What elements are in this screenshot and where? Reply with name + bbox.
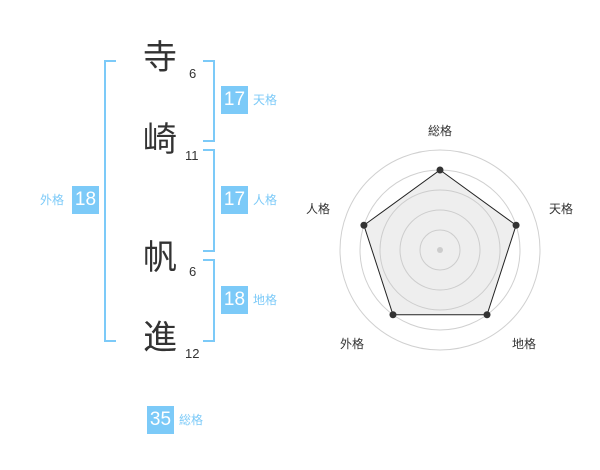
tenkaku-label: 天格 <box>253 93 278 107</box>
jinkaku-value: 17 <box>221 186 248 214</box>
soukaku-label: 総格 <box>179 413 204 427</box>
radar-label-soukaku: 総格 <box>428 124 453 138</box>
radar-point-2 <box>483 311 491 319</box>
radar-point-0 <box>436 166 444 174</box>
jinkaku-bracket <box>203 149 215 252</box>
radar-label-chikaku: 地格 <box>512 337 537 351</box>
radar-area <box>363 169 517 316</box>
stroke-count-3: 6 <box>189 264 197 279</box>
radar-ring <box>419 229 461 271</box>
soukaku-value: 35 <box>147 406 174 434</box>
jinkaku-label: 人格 <box>253 193 278 207</box>
chikaku-value: 18 <box>221 286 248 314</box>
name-char-4: 進 <box>143 318 177 358</box>
radar-ring <box>399 209 481 291</box>
radar-label-gaikaku: 外格 <box>340 337 365 351</box>
stroke-count-1: 6 <box>189 66 197 81</box>
gaikaku-value: 18 <box>72 186 99 214</box>
chikaku-bracket <box>203 259 215 342</box>
name-char-3: 帆 <box>143 238 177 278</box>
radar-label-jinkaku: 人格 <box>306 202 331 216</box>
name-char-2: 崎 <box>143 120 177 160</box>
radar-ring <box>339 149 541 351</box>
radar-point-3 <box>389 311 397 319</box>
gaikaku-bracket <box>104 60 116 342</box>
radar-label-tenkaku: 天格 <box>549 202 574 216</box>
chikaku-label: 地格 <box>253 293 278 307</box>
gaikaku-label: 外格 <box>40 193 65 207</box>
radar-point-1 <box>512 221 520 229</box>
name-char-1: 寺 <box>143 38 177 78</box>
radar-point-4 <box>360 221 368 229</box>
radar-center <box>437 247 443 253</box>
tenkaku-value: 17 <box>221 86 248 114</box>
stroke-count-2: 11 <box>185 148 199 163</box>
stroke-count-4: 12 <box>185 346 200 361</box>
radar-ring <box>379 189 501 311</box>
tenkaku-bracket <box>203 60 215 142</box>
